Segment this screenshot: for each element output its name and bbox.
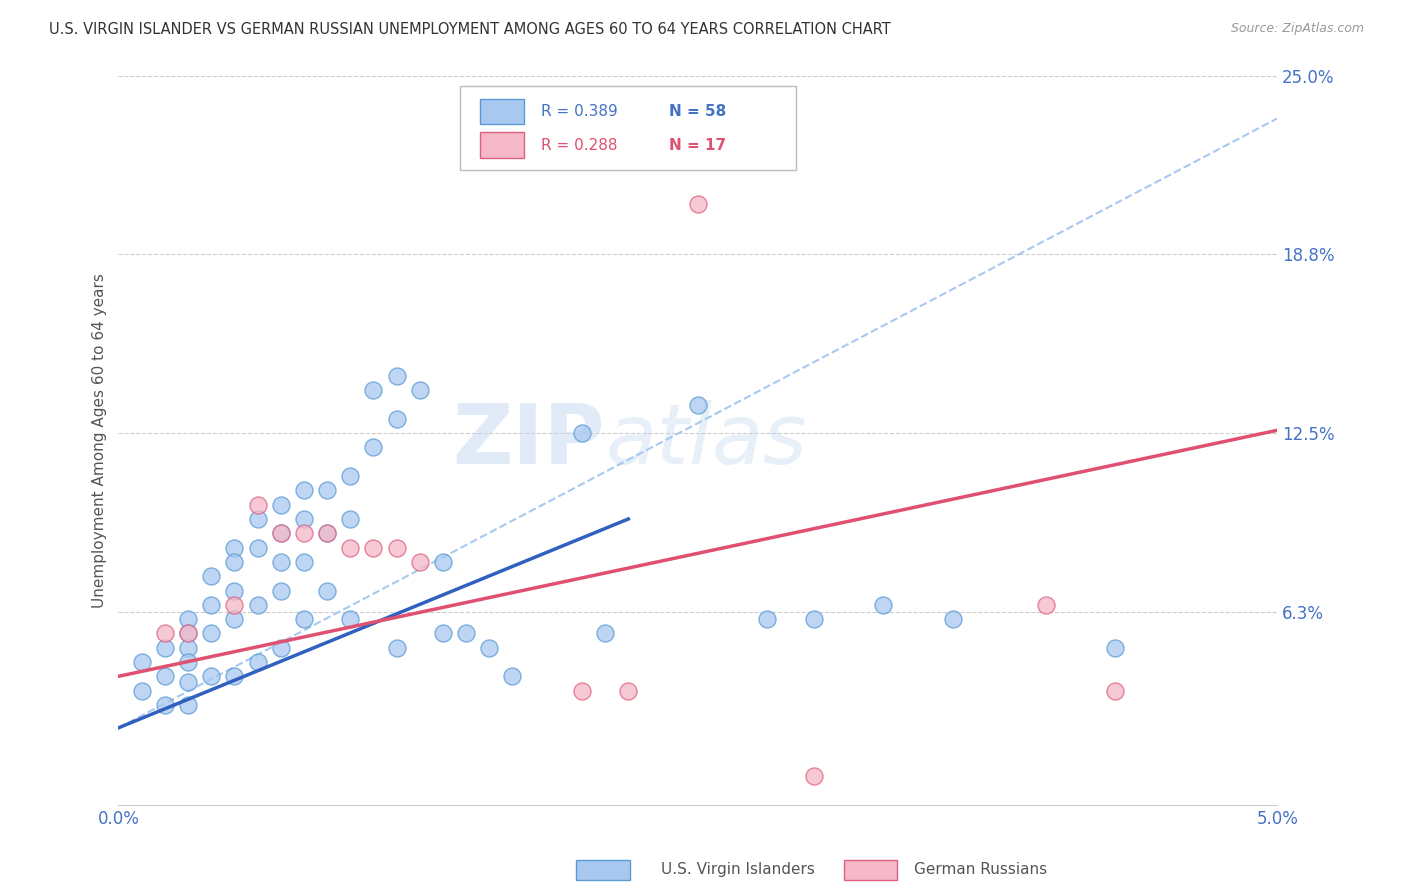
Point (316, 583, 339, 598)
Point (292, 483, 315, 498)
Text: atlas: atlas (605, 400, 807, 481)
Point (385, 640, 408, 655)
Point (339, 469, 361, 483)
Point (131, 683, 153, 698)
Point (246, 598, 269, 612)
Point (224, 583, 246, 598)
Point (224, 598, 246, 612)
Point (501, 669, 523, 683)
Point (339, 541, 361, 555)
Point (224, 541, 246, 555)
Point (363, 383, 385, 397)
Point (571, 426, 593, 441)
Point (224, 612, 246, 626)
Text: ZIP: ZIP (453, 400, 605, 481)
Point (177, 626, 200, 640)
Point (1035, 598, 1057, 612)
Point (571, 683, 593, 698)
Point (942, 612, 965, 626)
Point (246, 512, 269, 526)
Point (409, 555, 432, 569)
Point (316, 483, 339, 498)
Point (292, 555, 315, 569)
Point (224, 669, 246, 683)
Text: N = 58: N = 58 (669, 104, 725, 120)
Point (363, 541, 385, 555)
Point (686, 197, 709, 211)
Point (1104, 640, 1126, 655)
Point (177, 626, 200, 640)
Point (177, 640, 200, 655)
Point (153, 626, 176, 640)
Point (292, 612, 315, 626)
Point (292, 526, 315, 541)
Point (270, 526, 292, 541)
Point (409, 383, 432, 397)
Y-axis label: Unemployment Among Ages 60 to 64 years: Unemployment Among Ages 60 to 64 years (93, 273, 107, 607)
Text: U.S. Virgin Islanders: U.S. Virgin Islanders (661, 863, 814, 877)
Point (270, 640, 292, 655)
Text: N = 17: N = 17 (669, 138, 725, 153)
Point (153, 669, 176, 683)
Point (224, 555, 246, 569)
Point (270, 555, 292, 569)
Point (478, 640, 501, 655)
Point (803, 769, 825, 783)
Point (200, 626, 222, 640)
Point (339, 512, 361, 526)
Point (177, 698, 200, 712)
Point (200, 598, 222, 612)
Point (385, 541, 408, 555)
Point (270, 498, 292, 512)
Point (246, 498, 269, 512)
Point (246, 655, 269, 669)
Point (1104, 683, 1126, 698)
Point (246, 541, 269, 555)
Point (593, 626, 616, 640)
Point (385, 368, 408, 383)
FancyBboxPatch shape (460, 87, 796, 170)
Point (200, 569, 222, 583)
Point (432, 626, 454, 640)
Text: R = 0.389: R = 0.389 (541, 104, 619, 120)
Point (363, 441, 385, 455)
FancyBboxPatch shape (479, 132, 524, 158)
Point (270, 583, 292, 598)
Point (200, 669, 222, 683)
Point (385, 412, 408, 426)
Point (803, 612, 825, 626)
Point (686, 398, 709, 412)
Point (339, 612, 361, 626)
Point (617, 683, 640, 698)
Point (153, 698, 176, 712)
Point (316, 526, 339, 541)
Text: R = 0.288: R = 0.288 (541, 138, 617, 153)
Text: German Russians: German Russians (914, 863, 1047, 877)
Point (316, 526, 339, 541)
Point (456, 626, 478, 640)
Point (756, 612, 779, 626)
Point (177, 675, 200, 690)
FancyBboxPatch shape (479, 99, 524, 124)
Point (872, 598, 894, 612)
Point (292, 512, 315, 526)
Point (432, 555, 454, 569)
Text: U.S. VIRGIN ISLANDER VS GERMAN RUSSIAN UNEMPLOYMENT AMONG AGES 60 TO 64 YEARS CO: U.S. VIRGIN ISLANDER VS GERMAN RUSSIAN U… (49, 22, 891, 37)
Text: Source: ZipAtlas.com: Source: ZipAtlas.com (1230, 22, 1364, 36)
Point (153, 640, 176, 655)
Point (270, 526, 292, 541)
Point (177, 612, 200, 626)
Point (131, 655, 153, 669)
Point (177, 655, 200, 669)
